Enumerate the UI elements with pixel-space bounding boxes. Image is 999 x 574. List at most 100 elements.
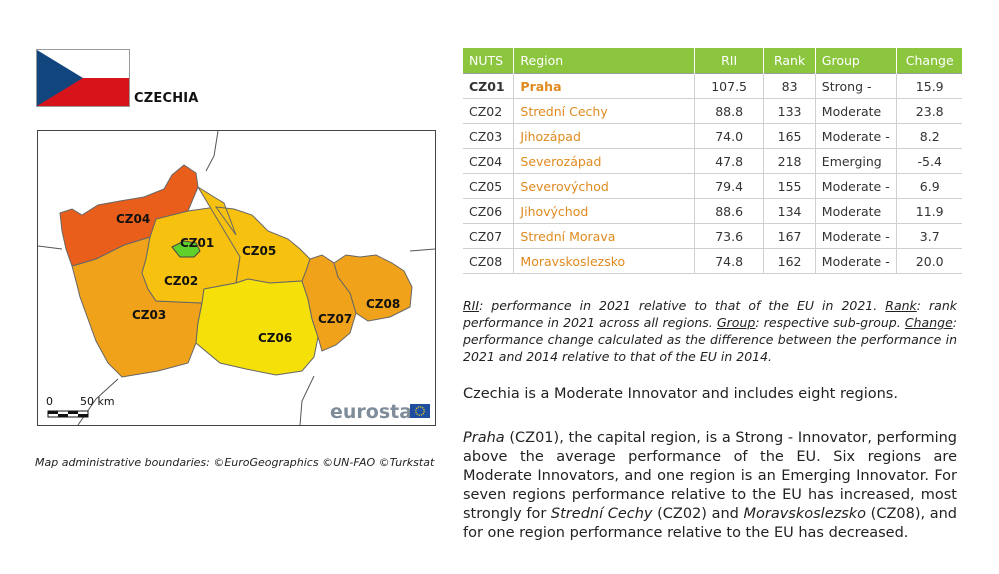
note-term-group: Group bbox=[716, 315, 756, 330]
table-row: CZ08 Moravskoslezsko 74.8 162 Moderate -20.0 bbox=[463, 248, 962, 274]
para-praha: Praha bbox=[463, 430, 505, 446]
cell-nuts: CZ01 bbox=[463, 73, 515, 99]
table-row: CZ02 Strední Cechy 88.8 133 Moderate 23.8 bbox=[463, 98, 962, 124]
cell-rank: 133 bbox=[763, 98, 816, 124]
col-header-rii: RII bbox=[694, 48, 765, 74]
map-label-cz07: CZ07 bbox=[318, 312, 352, 326]
cell-change: 3.7 bbox=[896, 223, 962, 249]
region-cz08 bbox=[333, 254, 413, 322]
para-stredni-cechy: Strední Cechy bbox=[550, 506, 653, 522]
scale-bar bbox=[47, 410, 89, 418]
cell-group: Moderate bbox=[815, 198, 898, 224]
scale-zero: 0 bbox=[46, 395, 53, 408]
cell-rank: 155 bbox=[763, 173, 816, 199]
para-text-2: (CZ02) and bbox=[652, 506, 744, 522]
country-name: CZECHIA bbox=[134, 91, 199, 106]
cell-rank: 165 bbox=[763, 123, 816, 149]
cell-region: Strední Cechy bbox=[513, 98, 695, 124]
cell-group: Moderate - bbox=[815, 223, 898, 249]
description-paragraph: Praha (CZ01), the capital region, is a S… bbox=[463, 429, 957, 543]
cell-nuts: CZ05 bbox=[463, 173, 515, 199]
table-row: CZ03 Jihozápad 74.0 165 Moderate -8.2 bbox=[463, 123, 962, 149]
map-label-cz02: CZ02 bbox=[164, 274, 198, 288]
cell-rii: 88.8 bbox=[694, 98, 765, 124]
col-header-region: Region bbox=[513, 48, 695, 74]
cell-rank: 218 bbox=[763, 148, 816, 174]
cell-region: Severovýchod bbox=[513, 173, 695, 199]
region-cz06 bbox=[195, 278, 319, 376]
table-row: CZ06 Jihovýchod 88.6 134 Moderate 11.9 bbox=[463, 198, 962, 224]
map-label-cz01: CZ01 bbox=[180, 236, 214, 250]
cell-nuts: CZ06 bbox=[463, 198, 515, 224]
cell-change: 20.0 bbox=[896, 248, 962, 274]
map-label-cz08: CZ08 bbox=[366, 297, 400, 311]
eurostat-logo-text: eurostat bbox=[330, 401, 421, 423]
note-def-rank: : rank performance in 2021 across all re… bbox=[463, 298, 957, 330]
note-term-change: Change bbox=[904, 315, 953, 330]
note-def-rii: : performance in 2021 relative to that o… bbox=[479, 298, 886, 313]
map-label-cz06: CZ06 bbox=[258, 331, 292, 345]
cell-group: Emerging bbox=[815, 148, 898, 174]
table-note: RII: performance in 2021 relative to tha… bbox=[463, 297, 957, 365]
cell-rii: 74.8 bbox=[694, 248, 765, 274]
cell-rii: 74.0 bbox=[694, 123, 765, 149]
table-row: CZ01 Praha 107.5 83 Strong -15.9 bbox=[463, 73, 962, 99]
eu-flag-icon bbox=[410, 404, 430, 418]
cell-rank: 167 bbox=[763, 223, 816, 249]
czech-flag bbox=[36, 49, 130, 107]
cell-rii: 73.6 bbox=[694, 223, 765, 249]
map-label-cz05: CZ05 bbox=[242, 244, 276, 258]
col-header-rank: Rank bbox=[763, 48, 816, 74]
cell-group: Moderate - bbox=[815, 248, 898, 274]
cell-group: Strong - bbox=[815, 73, 898, 99]
cell-change: 15.9 bbox=[896, 73, 962, 99]
cell-nuts: CZ07 bbox=[463, 223, 515, 249]
cell-change: 8.2 bbox=[896, 123, 962, 149]
table-row: CZ05 Severovýchod 79.4 155 Moderate -6.9 bbox=[463, 173, 962, 199]
map-label-cz03: CZ03 bbox=[132, 308, 166, 322]
map-label-cz04: CZ04 bbox=[116, 212, 150, 226]
cell-change: -5.4 bbox=[896, 148, 962, 174]
cell-group: Moderate - bbox=[815, 123, 898, 149]
region-cz04 bbox=[59, 164, 199, 267]
cell-nuts: CZ08 bbox=[463, 248, 515, 274]
table-header-row: NUTS Region RII Rank Group Change bbox=[463, 48, 962, 74]
col-header-nuts: NUTS bbox=[463, 48, 515, 74]
note-term-rank: Rank bbox=[885, 298, 917, 313]
summary-text: Czechia is a Moderate Innovator and incl… bbox=[463, 386, 898, 402]
cell-rii: 47.8 bbox=[694, 148, 765, 174]
regions-map: CZ04 CZ01 CZ02 CZ05 CZ03 CZ06 CZ07 CZ08 … bbox=[37, 130, 436, 426]
cell-region: Jihovýchod bbox=[513, 198, 695, 224]
cell-nuts: CZ02 bbox=[463, 98, 515, 124]
cell-group: Moderate bbox=[815, 98, 898, 124]
para-text-1: (CZ01), the capital region, is a Strong … bbox=[463, 430, 957, 522]
cell-region: Praha bbox=[513, 73, 695, 99]
cell-rank: 134 bbox=[763, 198, 816, 224]
cell-change: 23.8 bbox=[896, 98, 962, 124]
col-header-group: Group bbox=[815, 48, 898, 74]
regions-table: NUTS Region RII Rank Group Change CZ01 Pr… bbox=[463, 48, 962, 274]
cell-rii: 107.5 bbox=[694, 73, 765, 99]
table-body: CZ01 Praha 107.5 83 Strong -15.9 CZ02 Strední … bbox=[463, 73, 962, 274]
cell-rank: 162 bbox=[763, 248, 816, 274]
cell-group: Moderate - bbox=[815, 173, 898, 199]
cell-region: Moravskoslezsko bbox=[513, 248, 695, 274]
col-header-change: Change bbox=[896, 48, 962, 74]
table-row: CZ07 Strední Morava 73.6 167 Moderate -3.7 bbox=[463, 223, 962, 249]
cell-region: Jihozápad bbox=[513, 123, 695, 149]
map-credit: Map administrative boundaries: ©EuroGeog… bbox=[35, 456, 435, 469]
table-row: CZ04 Severozápad 47.8 218 Emerging -5.4 bbox=[463, 148, 962, 174]
cell-nuts: CZ04 bbox=[463, 148, 515, 174]
note-def-group: : respective sub-group. bbox=[755, 315, 905, 330]
para-text-3: (CZ08), and for one region performance r… bbox=[463, 506, 957, 541]
cell-rii: 79.4 bbox=[694, 173, 765, 199]
note-term-rii: RII bbox=[463, 298, 480, 313]
cell-region: Strední Morava bbox=[513, 223, 695, 249]
cell-rank: 83 bbox=[763, 73, 816, 99]
cell-nuts: CZ03 bbox=[463, 123, 515, 149]
cell-rii: 88.6 bbox=[694, 198, 765, 224]
cell-change: 11.9 bbox=[896, 198, 962, 224]
cell-region: Severozápad bbox=[513, 148, 695, 174]
note-def-change: : performance change calculated as the d… bbox=[463, 315, 957, 364]
scale-distance: 50 km bbox=[80, 395, 115, 408]
